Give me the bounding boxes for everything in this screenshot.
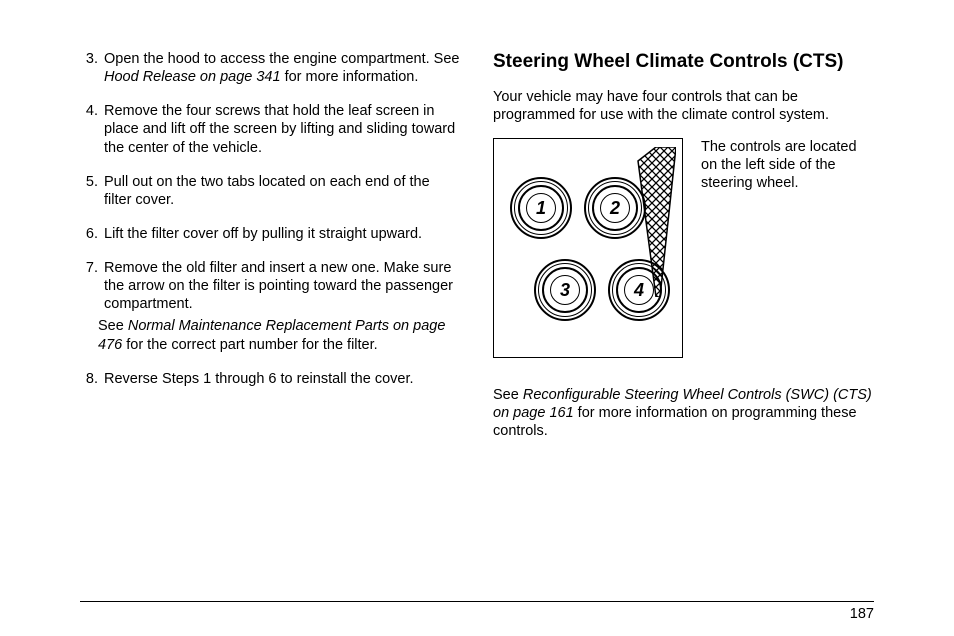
instruction-item: 4.Remove the four screws that hold the l…: [80, 102, 461, 156]
step-number: 3.: [80, 50, 104, 86]
page-content: 3.Open the hood to access the engine com…: [80, 50, 874, 454]
step-body: Open the hood to access the engine compa…: [104, 50, 461, 86]
step-text: Remove the four screws that hold the lea…: [104, 102, 461, 156]
page-number: 187: [850, 606, 874, 622]
instruction-item: 8.Reverse Steps 1 through 6 to reinstall…: [80, 370, 461, 388]
control-button-3: 3: [534, 259, 596, 321]
step-number: 8.: [80, 370, 104, 388]
step-body: Lift the filter cover off by pulling it …: [104, 225, 461, 243]
intro-paragraph: Your vehicle may have four controls that…: [493, 88, 874, 124]
figure-side-text: The controls are located on the left sid…: [701, 138, 874, 192]
control-button-label: 2: [600, 193, 630, 223]
instruction-item: 5.Pull out on the two tabs located on ea…: [80, 173, 461, 209]
left-column: 3.Open the hood to access the engine com…: [80, 50, 461, 454]
step-number: 4.: [80, 102, 104, 156]
right-column: Steering Wheel Climate Controls (CTS) Yo…: [493, 50, 874, 454]
section-heading: Steering Wheel Climate Controls (CTS): [493, 50, 874, 74]
footer-rule: [80, 601, 874, 602]
inline-reference: Hood Release on page 341: [104, 69, 281, 85]
instruction-item: 3.Open the hood to access the engine com…: [80, 50, 461, 86]
control-button-4: 4: [608, 259, 670, 321]
step-text: Pull out on the two tabs located on each…: [104, 173, 461, 209]
control-button-label: 3: [550, 275, 580, 305]
control-button-label: 1: [526, 193, 556, 223]
outro-paragraph: See Reconfigurable Steering Wheel Contro…: [493, 386, 874, 440]
instruction-item: 7.Remove the old filter and insert a new…: [80, 259, 461, 354]
figure-row: 1 2 3 4 The controls are located on the lef…: [493, 138, 874, 358]
step-text: Remove the old filter and insert a new o…: [104, 259, 461, 313]
control-button-label: 4: [624, 275, 654, 305]
control-button-2: 2: [584, 177, 646, 239]
controls-diagram: 1 2 3 4: [493, 138, 683, 358]
control-button-1: 1: [510, 177, 572, 239]
step-number: 6.: [80, 225, 104, 243]
instruction-item: 6.Lift the filter cover off by pulling i…: [80, 225, 461, 243]
outro-pre: See: [493, 387, 523, 403]
step-body: Remove the four screws that hold the lea…: [104, 102, 461, 156]
step-body: Pull out on the two tabs located on each…: [104, 173, 461, 209]
step-text: Lift the filter cover off by pulling it …: [104, 225, 461, 243]
step-text: Open the hood to access the engine compa…: [104, 50, 461, 86]
step-number: 5.: [80, 173, 104, 209]
instruction-list: 3.Open the hood to access the engine com…: [80, 50, 461, 388]
step-body: Reverse Steps 1 through 6 to reinstall t…: [104, 370, 461, 388]
see-note: See Normal Maintenance Replacement Parts…: [98, 317, 461, 353]
step-text: Reverse Steps 1 through 6 to reinstall t…: [104, 370, 461, 388]
step-body: Remove the old filter and insert a new o…: [104, 259, 461, 354]
